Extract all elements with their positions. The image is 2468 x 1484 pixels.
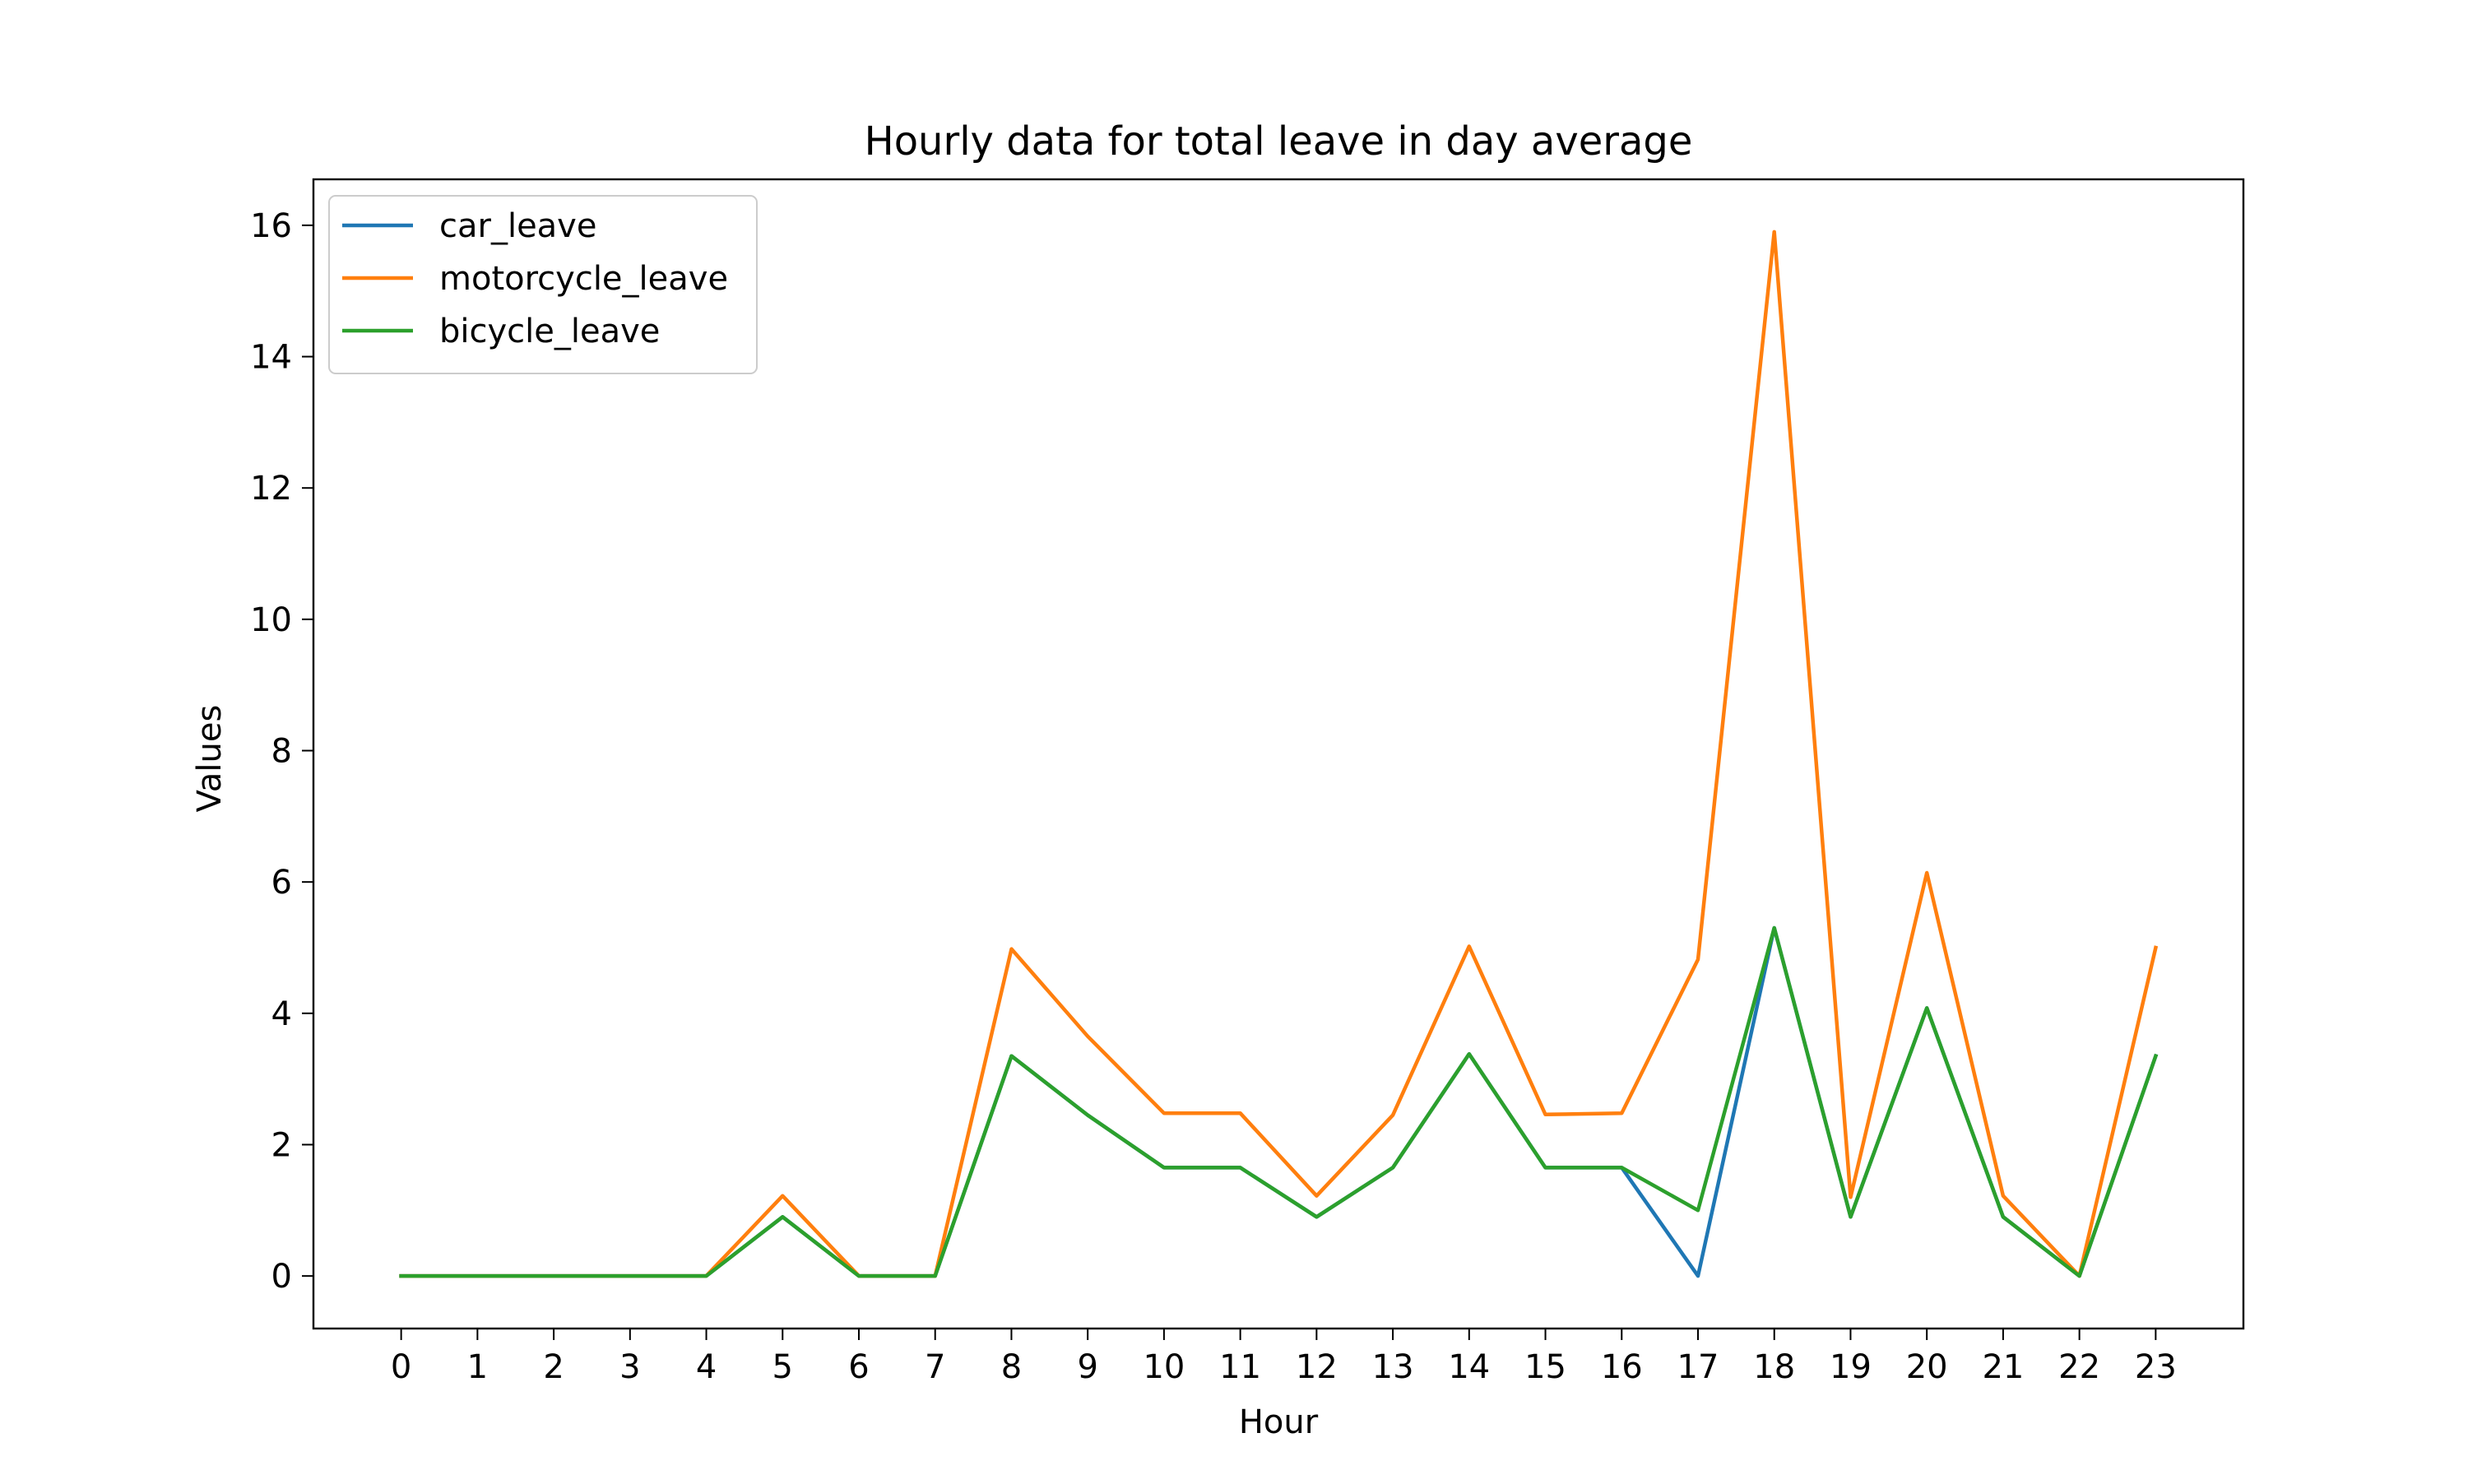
x-tick-label: 2 bbox=[543, 1348, 564, 1386]
plot-frame bbox=[312, 178, 2245, 1330]
legend-entry: bicycle_leave bbox=[439, 313, 660, 350]
chart-title: Hourly data for total leave in day avera… bbox=[865, 118, 1693, 165]
x-tick-label: 23 bbox=[2135, 1348, 2177, 1386]
x-tick-label: 7 bbox=[925, 1348, 945, 1386]
x-tick-label: 4 bbox=[696, 1348, 717, 1386]
y-axis-label: Values bbox=[191, 705, 229, 813]
x-tick-label: 17 bbox=[1677, 1348, 1719, 1386]
x-tick-label: 8 bbox=[1001, 1348, 1022, 1386]
x-tick-label: 13 bbox=[1372, 1348, 1414, 1386]
x-tick-label: 22 bbox=[2058, 1348, 2100, 1386]
x-tick-label: 19 bbox=[1830, 1348, 1872, 1386]
y-tick-label: 16 bbox=[250, 207, 292, 245]
x-tick-label: 6 bbox=[848, 1348, 869, 1386]
x-tick-label: 20 bbox=[1906, 1348, 1948, 1386]
x-tick-label: 14 bbox=[1448, 1348, 1490, 1386]
x-tick-label: 18 bbox=[1753, 1348, 1795, 1386]
legend-entry: motorcycle_leave bbox=[439, 260, 728, 298]
plot-marks: 0 1 2 3 4 5 6 7 8 9 10 11 12 13 14 15 16 17 18 19 20 21 22 2302… bbox=[250, 207, 2177, 1386]
x-tick-label: 11 bbox=[1219, 1348, 1261, 1386]
x-tick-label: 15 bbox=[1524, 1348, 1566, 1386]
legend: car_leave motorcycle_leave bicycle_leave bbox=[328, 195, 758, 374]
x-tick-label: 5 bbox=[772, 1348, 793, 1386]
x-tick-label: 0 bbox=[391, 1348, 411, 1386]
x-axis-label: Hour bbox=[1239, 1403, 1319, 1441]
y-tick-label: 0 bbox=[271, 1258, 292, 1296]
x-tick-label: 9 bbox=[1077, 1348, 1097, 1386]
y-tick-label: 4 bbox=[271, 995, 292, 1033]
y-tick-label: 6 bbox=[271, 864, 292, 902]
y-tick-label: 8 bbox=[271, 733, 292, 771]
legend-box bbox=[328, 195, 758, 374]
x-tick-label: 1 bbox=[467, 1348, 488, 1386]
x-tick-label: 12 bbox=[1296, 1348, 1338, 1386]
x-tick-label: 21 bbox=[1982, 1348, 2024, 1386]
y-tick-label: 10 bbox=[250, 601, 292, 639]
x-tick-label: 3 bbox=[619, 1348, 640, 1386]
y-tick-label: 14 bbox=[250, 339, 292, 377]
x-tick-label: 10 bbox=[1143, 1348, 1185, 1386]
y-tick-label: 2 bbox=[271, 1126, 292, 1164]
x-tick-label: 16 bbox=[1601, 1348, 1643, 1386]
series-line-bicycle-leave bbox=[399, 925, 2159, 1278]
legend-entry: car_leave bbox=[439, 207, 596, 245]
y-tick-label: 12 bbox=[250, 470, 292, 508]
